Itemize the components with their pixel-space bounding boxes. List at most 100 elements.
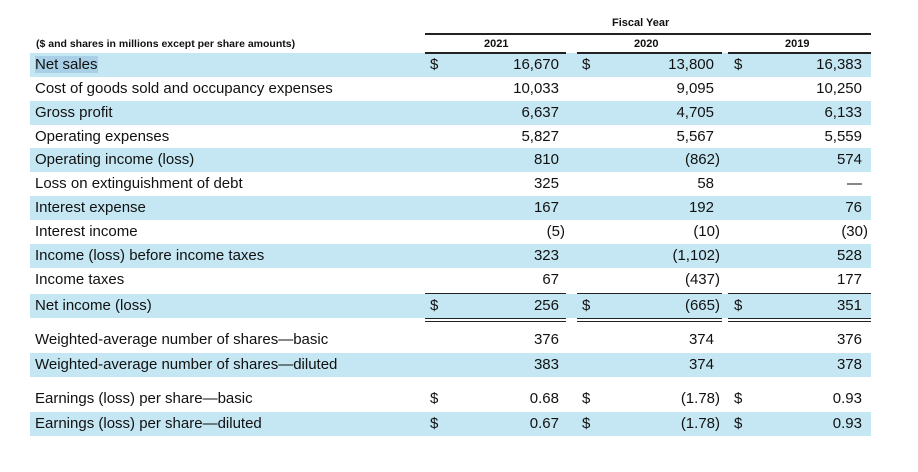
value-cell: 528 [836, 247, 862, 264]
value-cell: — [847, 175, 862, 192]
value-cell: 376 [533, 331, 559, 348]
value-cell: 13,800 [668, 56, 714, 73]
underline-rule [425, 321, 566, 322]
dollar-sign: $ [734, 297, 743, 314]
table-row: Weighted-average number of shares—basic 3… [30, 328, 871, 352]
value-cell: 192 [688, 199, 714, 216]
row-label: Net income (loss) [35, 297, 152, 314]
table-row: Income (loss) before income taxes 323 (1,1… [30, 244, 871, 268]
table-row: Net income (loss) $256 $ (665) $351 [30, 294, 871, 318]
table-row: Earnings (loss) per share—diluted $0.67 $ (… [30, 412, 871, 436]
value-cell: 16,383 [816, 56, 862, 73]
value-cell: 6,133 [824, 104, 862, 121]
year-underline [728, 52, 871, 54]
value-cell: 5,567 [676, 128, 714, 145]
row-label: Earnings (loss) per share—diluted [35, 415, 262, 432]
value-cell: 16,670 [513, 56, 559, 73]
table-row: Interest expense 167 192 76 [30, 196, 871, 220]
value-cell: (1,102) [672, 247, 720, 264]
dollar-sign: $ [582, 297, 591, 314]
row-label: Income taxes [35, 271, 125, 288]
units-note: ($ and shares in millions except per sha… [36, 38, 296, 50]
value-cell: 810 [533, 151, 559, 168]
value-cell: 5,559 [824, 128, 862, 145]
underline-rule [577, 321, 722, 322]
row-label: Interest income [35, 223, 138, 240]
row-label: Weighted-average number of shares—dilute… [35, 356, 338, 373]
value-cell: 574 [836, 151, 862, 168]
value-cell: (10) [693, 223, 720, 240]
value-cell: (437) [684, 271, 720, 288]
value-cell: 177 [836, 271, 862, 288]
table-row: Gross profit 6,637 4,705 6,133 [30, 101, 871, 125]
row-label: Net sales [35, 56, 98, 73]
row-label: Operating expenses [35, 128, 170, 145]
table-row: Operating expenses 5,827 5,567 5,559 [30, 125, 871, 149]
value-cell: 5,827 [521, 128, 559, 145]
value-cell: 4,705 [676, 104, 714, 121]
row-label: Cost of goods sold and occupancy expense… [35, 80, 333, 97]
value-cell: (1.78) [680, 415, 720, 432]
dollar-sign: $ [430, 390, 439, 407]
row-label: Income (loss) before income taxes [35, 247, 265, 264]
table-row: Weighted-average number of shares—dilute… [30, 353, 871, 377]
underline-rule [728, 321, 871, 322]
value-cell: 9,095 [676, 80, 714, 97]
underline-rule [728, 318, 871, 319]
value-cell: (1.78) [680, 390, 720, 407]
dollar-sign: $ [430, 56, 439, 73]
row-label: Loss on extinguishment of debt [35, 175, 243, 192]
row-label: Interest expense [35, 199, 146, 216]
dollar-sign: $ [734, 415, 743, 432]
year-underline [425, 52, 566, 54]
dollar-sign: $ [582, 390, 591, 407]
table-row: Loss on extinguishment of debt 325 58 — [30, 172, 871, 196]
value-cell: (5) [546, 223, 565, 240]
value-cell: 376 [836, 331, 862, 348]
value-cell: 167 [533, 199, 559, 216]
value-cell: (862) [684, 151, 720, 168]
table-row: Net sales $16,670 $13,800 $16,383 [30, 53, 871, 77]
value-cell: 374 [688, 356, 714, 373]
row-label: Gross profit [35, 104, 113, 121]
row-label: Weighted-average number of shares—basic [35, 331, 329, 348]
table-row: Cost of goods sold and occupancy expense… [30, 77, 871, 101]
value-cell: 0.67 [529, 415, 559, 432]
value-cell: (665) [684, 297, 720, 314]
underline-rule [425, 318, 566, 319]
dollar-sign: $ [582, 56, 591, 73]
year-header-2020: 2020 [634, 38, 659, 50]
value-cell: 76 [845, 199, 862, 216]
header-rule [425, 33, 871, 35]
value-cell: 10,250 [816, 80, 862, 97]
value-cell: 0.93 [832, 390, 862, 407]
dollar-sign: $ [734, 56, 743, 73]
value-cell: 323 [533, 247, 559, 264]
value-cell: 67 [542, 271, 559, 288]
table-row: Earnings (loss) per share—basic $0.68 $ (1.… [30, 387, 871, 411]
underline-rule [577, 318, 722, 319]
year-header-2019: 2019 [785, 38, 810, 50]
value-cell: 58 [697, 175, 714, 192]
value-cell: 374 [688, 331, 714, 348]
value-cell: (30) [841, 223, 868, 240]
value-cell: 0.68 [529, 390, 559, 407]
table-row: Interest income (5) (10) (30) [30, 220, 871, 244]
fiscal-year-header: Fiscal Year [612, 17, 670, 29]
value-cell: 383 [533, 356, 559, 373]
dollar-sign: $ [430, 415, 439, 432]
row-label: Earnings (loss) per share—basic [35, 390, 253, 407]
value-cell: 6,637 [521, 104, 559, 121]
value-cell: 10,033 [513, 80, 559, 97]
value-cell: 0.93 [832, 415, 862, 432]
table-row: Operating income (loss) 810 (862) 574 [30, 148, 871, 172]
value-cell: 351 [836, 297, 862, 314]
year-header-2021: 2021 [484, 38, 509, 50]
dollar-sign: $ [734, 390, 743, 407]
row-label: Operating income (loss) [35, 151, 195, 168]
value-cell: 256 [533, 297, 559, 314]
value-cell: 325 [533, 175, 559, 192]
table-row: Income taxes 67 (437) 177 [30, 268, 871, 292]
value-cell: 378 [836, 356, 862, 373]
dollar-sign: $ [430, 297, 439, 314]
